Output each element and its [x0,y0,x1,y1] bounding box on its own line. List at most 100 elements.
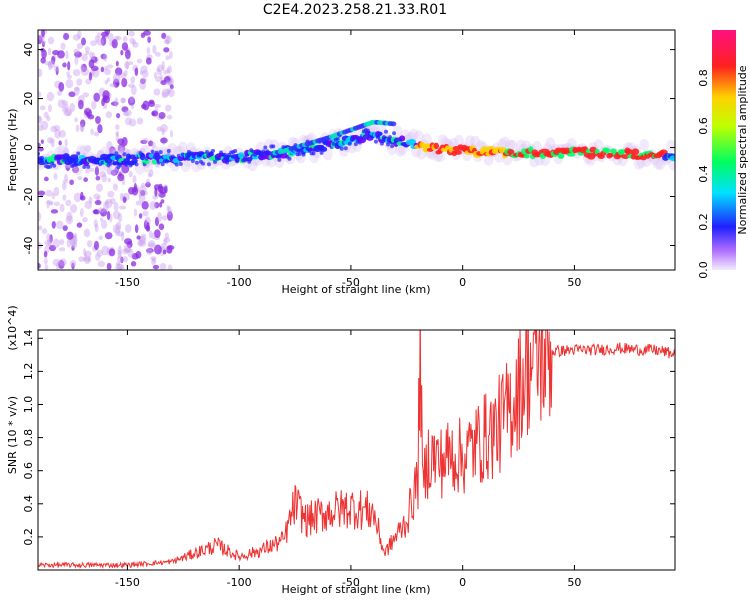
spectrogram-blob [124,148,131,154]
spectrogram-blob [158,112,166,119]
spectrogram-blob [47,36,55,45]
spectrogram-blob [145,57,152,65]
spectrogram-blob [65,215,74,225]
spectrogram-blob [71,245,75,251]
spectrogram-y-ticks: -40 -20 0 20 40 [22,43,675,254]
spectrogram-blob [94,223,99,233]
spectrogram-blob [79,123,85,133]
spectrogram-blob [557,152,565,159]
colorbar: 0.0 0.2 0.4 0.6 0.8 Normalized spectral ampl… [697,30,749,279]
spectrogram-blob [38,115,43,125]
spectrogram-blob [72,166,80,174]
spectrogram-blob [76,151,81,156]
spectrogram-blob [76,30,82,40]
spectrogram-blob [62,179,69,184]
spectrogram-blob [639,138,650,151]
spectrogram-blob [63,110,72,117]
spectrogram-blob [108,162,119,175]
spectrogram-blob [133,208,138,217]
spectrogram-blob [76,78,83,86]
spectrogram-blob [161,32,167,39]
spectrogram-blob [93,193,101,200]
spectrogram-blob [84,200,93,210]
spectrogram-blob [163,237,171,244]
spectrogram-blob [72,235,78,246]
spectrogram-blob [64,103,69,112]
spectrogram-blob [128,118,137,127]
spectrogram-blob [71,262,75,270]
spectrogram-blob [150,258,157,266]
spectrogram-blob [247,159,252,164]
colorbar-tick-label: 0.2 [697,213,710,231]
spectrogram-blob [61,105,67,113]
spectrogram-blob [80,64,84,72]
spectrogram-blob [151,158,158,165]
spectrogram-blob [90,128,94,135]
spectrogram-blob [100,66,105,73]
spectrogram-blob [136,58,143,64]
spectrogram-blob [117,266,122,270]
spectrogram-blob [41,30,45,38]
snr-x-ticks: -150 -100 -50 0 50 [115,330,581,589]
spectrogram-blob [66,211,73,222]
spectrogram-blob [112,224,121,234]
spectrogram-blob [156,126,162,132]
spectrogram-blob [106,77,111,82]
spectrogram-blob [373,139,378,144]
spectrogram-blob [78,256,85,262]
spectrogram-blob [166,68,170,74]
spectrogram-blob [78,99,84,110]
spectrogram-blob [631,148,640,156]
spectrogram-blob [58,247,66,252]
spectrogram-blob [121,164,130,174]
spectrogram-blob [64,173,69,181]
spectrogram-blob [155,51,161,57]
spectrogram-blob [200,161,205,166]
spectrogram-blob [73,48,80,55]
spectrogram-blob [94,35,100,42]
spectrogram-blob [140,152,145,157]
spectrogram-blob [148,101,155,108]
spectrogram-blob [139,77,148,82]
spectrogram-blob [154,150,159,155]
spectrogram-blob [139,235,146,246]
spectrogram-x-tick-label: -50 [342,276,360,289]
spectrogram-blob [470,135,481,148]
spectrogram-blob [140,65,148,74]
spectrogram-blob [106,262,112,270]
spectrogram-blob [123,244,131,253]
snr-y-multiplier: (x10^4) [6,305,19,350]
spectrogram-blob [120,72,127,79]
spectrogram-blob [125,224,132,234]
spectrogram-blob [287,156,292,161]
spectrogram-blob [166,114,173,120]
spectrogram-blob [66,238,72,248]
spectrogram-blob [146,248,154,254]
spectrogram-blob [157,69,163,76]
snr-y-axis-label: SNR (10 * v/v) [6,396,19,474]
spectrogram-blob [82,92,89,98]
spectrogram-blob [122,196,127,203]
spectrogram-blob [146,47,151,55]
spectrogram-blob [190,159,195,164]
spectrogram-blob [43,176,49,182]
spectrogram-blob [204,149,209,154]
snr-x-tick-label: -150 [115,576,140,589]
spectrogram-blob [392,131,397,136]
spectrogram-blob [73,86,80,91]
spectrogram-blob [65,108,73,117]
spectrogram-blob [94,199,102,206]
spectrogram-blob [139,70,144,75]
spectrogram-blob [63,32,70,41]
spectrogram-blob [46,91,55,102]
spectrogram-blob [38,225,43,231]
spectrogram-blob [102,53,108,62]
spectrogram-blob [139,80,147,90]
spectrogram-blob [53,186,60,197]
spectrogram-blob [633,157,644,170]
spectrogram-blob [384,129,389,134]
spectrogram-blob [72,69,81,77]
spectrogram-blob [166,88,172,94]
spectrogram-blob [162,249,167,255]
